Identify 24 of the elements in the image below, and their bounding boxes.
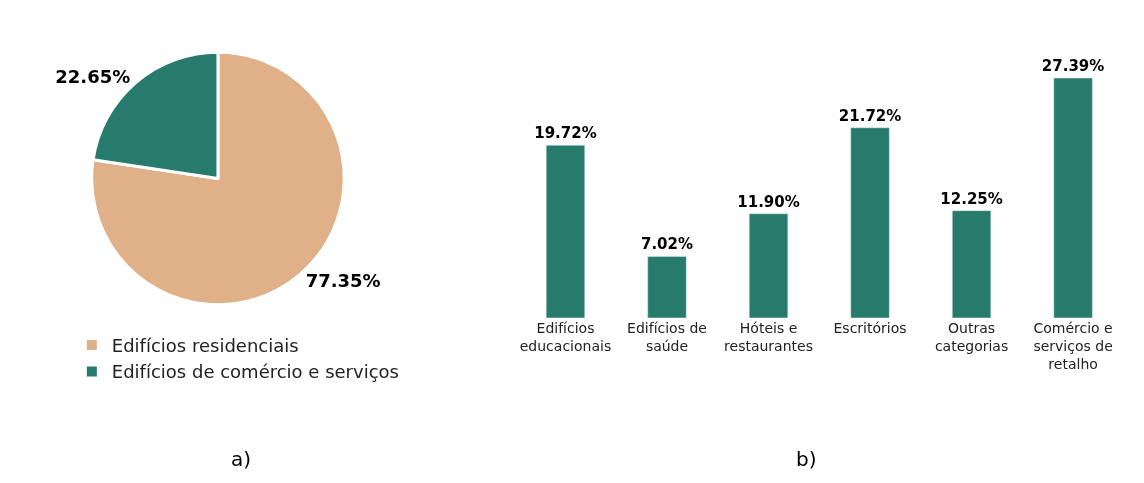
- legend-label: Edifícios de comércio e serviços: [111, 361, 399, 383]
- x-tick-label: Escritórios: [833, 319, 907, 336]
- data-label: 7.02%: [640, 235, 694, 254]
- text: b): [796, 447, 817, 471]
- x-tick-label: Outras categorias: [934, 319, 1009, 355]
- data-label: 21.72%: [838, 106, 902, 125]
- text: a): [231, 447, 252, 471]
- bar: [952, 210, 992, 318]
- data-label: 12.25%: [940, 189, 1003, 208]
- x-tick-label: Hóteis e restaurantes: [724, 319, 813, 355]
- x-tick-label: Comércio e serviços de retalho: [1033, 319, 1113, 373]
- data-label: 19.72%: [534, 124, 597, 143]
- bar: [1053, 77, 1093, 318]
- bar: [647, 256, 687, 318]
- x-tick-label: Edifícios de saúde: [627, 319, 707, 355]
- data-label: 22.65%: [55, 66, 131, 88]
- data-label: 11.90%: [737, 192, 800, 211]
- data-label: 77.35%: [305, 269, 381, 291]
- x-tick-label: Edifícios educacionais: [519, 319, 612, 355]
- bar: [850, 127, 890, 318]
- bar: [545, 144, 586, 318]
- data-label: 27.39%: [1041, 57, 1105, 76]
- legend-label: Edifícios residenciais: [111, 335, 299, 357]
- bar: [748, 213, 789, 318]
